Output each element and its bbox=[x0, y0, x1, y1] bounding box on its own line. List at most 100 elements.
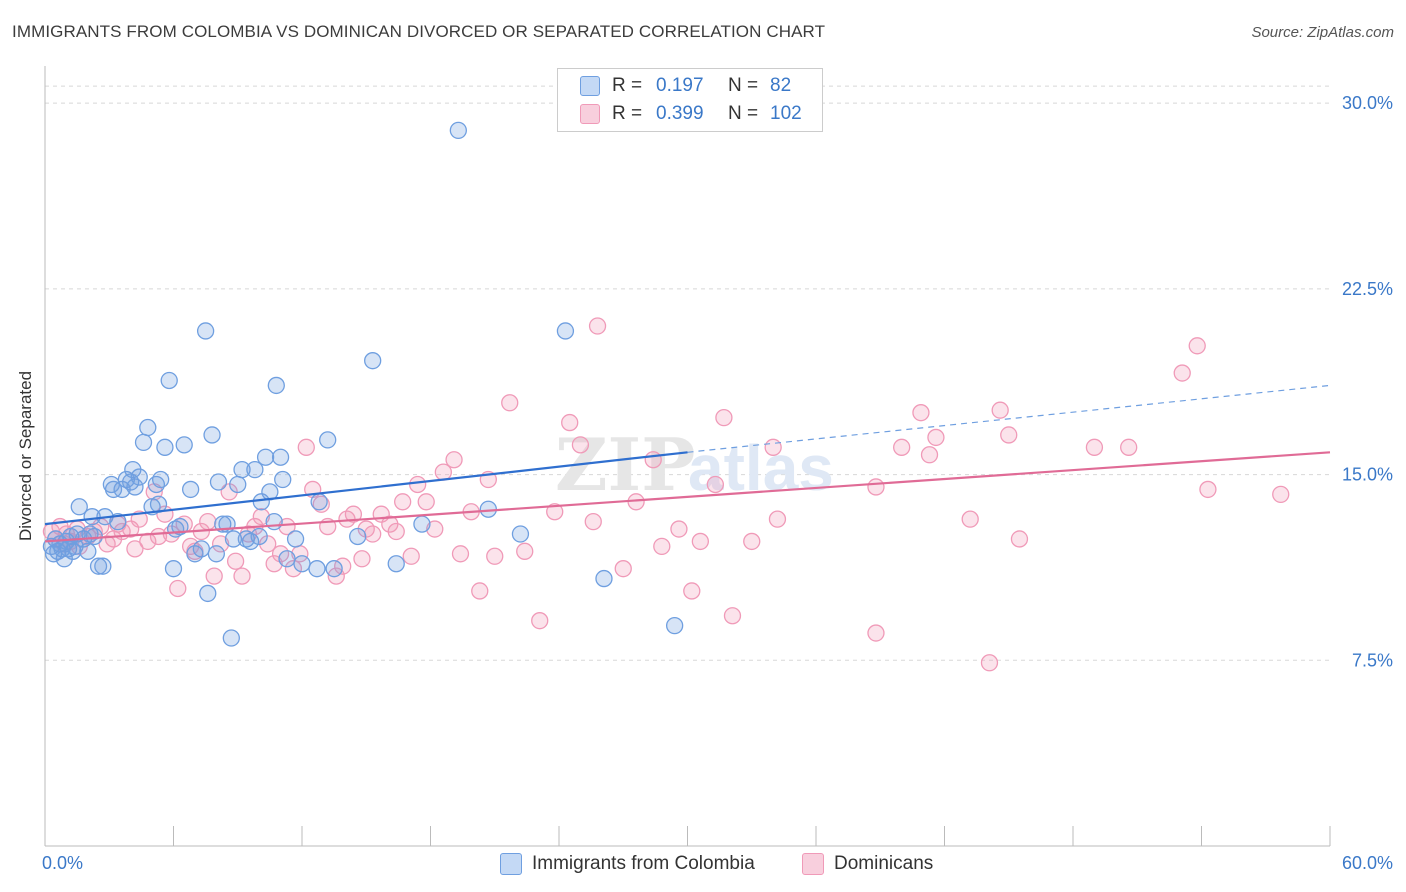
data-point bbox=[893, 438, 911, 456]
data-point bbox=[207, 545, 225, 563]
data-point bbox=[284, 560, 303, 578]
data-point bbox=[164, 560, 183, 578]
data-point bbox=[531, 612, 549, 630]
data-point bbox=[1010, 530, 1029, 548]
data-point bbox=[278, 550, 296, 568]
trend-extension-colombia bbox=[687, 384, 1331, 453]
data-point bbox=[139, 418, 157, 437]
data-point bbox=[205, 567, 223, 585]
data-point bbox=[160, 371, 178, 390]
r-value: 0.399 bbox=[656, 103, 704, 124]
data-point bbox=[408, 475, 427, 494]
source-label: Source: ZipAtlas.com bbox=[1251, 24, 1394, 41]
data-point bbox=[413, 515, 431, 533]
data-point bbox=[271, 448, 290, 466]
data-point bbox=[241, 532, 260, 551]
data-point bbox=[83, 508, 101, 526]
trend-line-dominicans bbox=[44, 451, 1331, 543]
data-point bbox=[353, 550, 371, 568]
data-point bbox=[181, 480, 200, 499]
data-point bbox=[920, 446, 939, 464]
data-point bbox=[126, 478, 144, 496]
series-colombia bbox=[42, 121, 684, 647]
data-point bbox=[768, 510, 787, 528]
data-point bbox=[653, 537, 671, 556]
data-point bbox=[546, 503, 564, 521]
data-point bbox=[229, 475, 247, 494]
data-point bbox=[501, 394, 519, 412]
data-point bbox=[644, 451, 662, 469]
data-point bbox=[927, 428, 945, 447]
y-tick-label: 22.5% bbox=[1342, 279, 1393, 299]
data-point bbox=[265, 555, 283, 573]
legend-item-colombia: Immigrants from Colombia bbox=[500, 851, 755, 877]
data-point bbox=[706, 475, 724, 494]
data-point bbox=[192, 540, 210, 558]
data-point bbox=[588, 317, 607, 335]
data-point bbox=[156, 438, 174, 456]
data-point bbox=[252, 508, 270, 526]
chart-title: IMMIGRANTS FROM COLOMBIA VS DOMINICAN DI… bbox=[12, 22, 826, 41]
data-point bbox=[1000, 426, 1018, 444]
data-point bbox=[297, 438, 315, 456]
data-point bbox=[595, 569, 613, 588]
data-point bbox=[151, 470, 170, 489]
data-point bbox=[171, 517, 189, 536]
data-point bbox=[364, 525, 382, 543]
data-point bbox=[325, 560, 343, 578]
data-point bbox=[1188, 337, 1206, 355]
data-point bbox=[561, 413, 579, 432]
y-tick-label: 15.0% bbox=[1342, 465, 1393, 485]
data-point bbox=[364, 352, 382, 370]
legend-label-colombia: Immigrants from Colombia bbox=[532, 853, 755, 874]
legend-swatch-dominicans bbox=[802, 853, 824, 875]
data-point bbox=[199, 512, 217, 531]
data-point bbox=[130, 510, 148, 528]
data-point bbox=[274, 470, 292, 489]
data-point bbox=[224, 530, 243, 548]
data-point bbox=[445, 451, 463, 469]
r-label: R = bbox=[612, 75, 643, 96]
r-label: R = bbox=[612, 103, 643, 124]
r-value: 0.197 bbox=[656, 75, 704, 96]
data-point bbox=[1173, 364, 1191, 382]
data-point bbox=[233, 460, 251, 479]
data-point bbox=[209, 473, 228, 491]
watermark-text: atlas bbox=[688, 432, 834, 504]
data-point bbox=[226, 552, 245, 570]
data-point bbox=[126, 540, 144, 558]
legend-swatch-colombia bbox=[500, 853, 522, 875]
x-tick-label: 0.0% bbox=[42, 853, 83, 873]
data-point bbox=[344, 505, 363, 523]
legend-row-colombia: R = 0.197 N = 82 bbox=[580, 75, 791, 97]
data-point bbox=[387, 555, 405, 573]
data-point bbox=[175, 436, 193, 454]
data-point bbox=[89, 557, 108, 575]
n-value: 82 bbox=[770, 75, 792, 96]
n-value: 102 bbox=[770, 103, 802, 124]
data-point bbox=[70, 498, 88, 516]
data-point bbox=[451, 545, 470, 563]
data-point bbox=[1120, 438, 1138, 456]
data-point bbox=[278, 517, 296, 536]
data-point bbox=[308, 560, 326, 578]
data-point bbox=[743, 532, 761, 551]
data-point bbox=[233, 567, 251, 585]
data-point bbox=[169, 579, 187, 598]
legend-label-dominicans: Dominicans bbox=[834, 853, 934, 874]
data-point bbox=[196, 322, 215, 340]
data-point bbox=[267, 376, 285, 395]
data-point bbox=[417, 493, 435, 511]
data-point bbox=[130, 468, 148, 486]
data-point bbox=[286, 530, 305, 548]
y-tick-label: 7.5% bbox=[1352, 650, 1393, 670]
data-point bbox=[961, 510, 979, 528]
data-point bbox=[980, 654, 999, 672]
data-point bbox=[256, 448, 275, 466]
data-point bbox=[265, 512, 283, 531]
data-point bbox=[1272, 485, 1290, 504]
data-point bbox=[310, 493, 328, 511]
x-tick-label: 60.0% bbox=[1342, 853, 1393, 873]
data-point bbox=[912, 404, 930, 422]
